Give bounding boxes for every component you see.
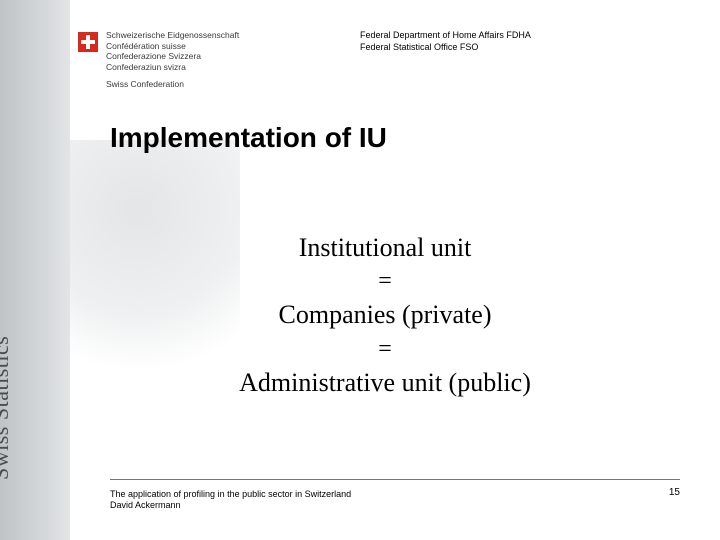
footer-divider <box>110 479 680 480</box>
logo-line: Schweizerische Eidgenossenschaft <box>106 30 239 41</box>
logo-line: Confederaziun svizra <box>106 62 239 73</box>
confederation-names: Schweizerische Eidgenossenschaft Confédé… <box>106 30 239 89</box>
sidebar: Swiss Statistics <box>0 0 70 540</box>
content-line: Companies (private) <box>120 297 650 332</box>
logo-line: Confederazione Svizzera <box>106 51 239 62</box>
content-line: Administrative unit (public) <box>120 365 650 400</box>
slide-title: Implementation of IU <box>110 122 387 154</box>
logo-line: Swiss Confederation <box>106 79 239 90</box>
confederation-logo: Schweizerische Eidgenossenschaft Confédé… <box>78 30 239 89</box>
logo-line: Confédération suisse <box>106 41 239 52</box>
department-info: Federal Department of Home Affairs FDHA … <box>360 30 531 53</box>
slide: Swiss Statistics Schweizerische Eidgenos… <box>0 0 720 540</box>
footer-title: The application of profiling in the publ… <box>110 489 351 501</box>
equals-sign: = <box>120 333 650 365</box>
footer-author: David Ackermann <box>110 500 351 512</box>
page-number: 15 <box>669 487 680 498</box>
sidebar-brand: Swiss Statistics <box>0 336 14 480</box>
footer: The application of profiling in the publ… <box>110 489 351 512</box>
slide-content: Institutional unit = Companies (private)… <box>120 230 650 400</box>
dept-line: Federal Statistical Office FSO <box>360 42 531 54</box>
dept-line: Federal Department of Home Affairs FDHA <box>360 30 531 42</box>
swiss-cross-icon <box>78 32 98 52</box>
content-line: Institutional unit <box>120 230 650 265</box>
equals-sign: = <box>120 265 650 297</box>
